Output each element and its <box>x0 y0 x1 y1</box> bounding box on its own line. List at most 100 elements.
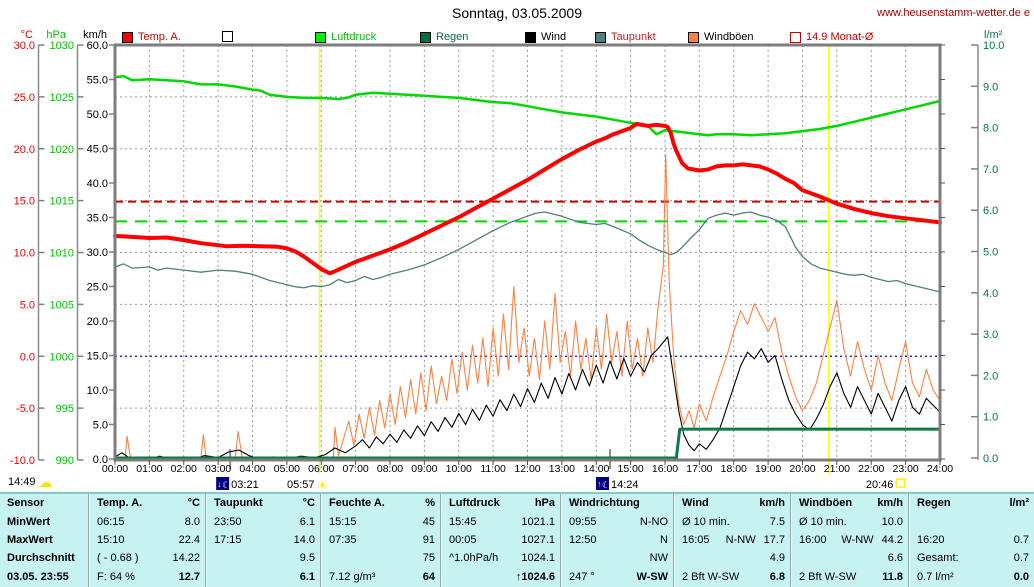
svg-text:↑: ↑ <box>597 479 602 489</box>
legend-label: Taupunkt <box>611 31 656 43</box>
table-cell: 15:15 45 <box>329 515 435 528</box>
row-header: 03.05. 23:55 <box>7 570 69 583</box>
x-axis-labels: 00:00 01:00 02:00 03:00 04:00 05:00 06:00 07:00… <box>102 460 953 475</box>
table-cell: 16:05 N-NW 17.7 <box>682 533 785 546</box>
svg-text:20:00: 20:00 <box>789 463 815 475</box>
legend-item-windb-en: Windböen <box>688 31 754 43</box>
svg-text:30.0: 30.0 <box>14 40 35 52</box>
page-title: Sonntag, 03.05.2009 <box>451 5 582 21</box>
table-cell: 75 <box>422 552 435 565</box>
svg-text:km/h: km/h <box>83 29 107 41</box>
svg-text:0.0: 0.0 <box>20 351 35 363</box>
sun-icon: ☀ <box>317 478 329 492</box>
table-col-regen: Regen l/m² 16:20 0.7 Gesamt: 0.7 0.7 l/m² 0.0 <box>908 494 1034 587</box>
legend-label: Luftdruck <box>331 31 377 43</box>
svg-text:09:00: 09:00 <box>411 463 437 475</box>
svg-text:995: 995 <box>56 403 74 415</box>
astro-markers: ↓ ☾ 03:21 05:57 ☀ ↑ ☾ 14:24 20:46 <box>216 477 906 492</box>
table-col-feuchte-a-: Feuchte A.% 15:15 45 07:35 91 75 7.12 g/m³ 64 <box>320 494 440 587</box>
table-cell: 2 Bft W-SW 6.8 <box>682 570 785 583</box>
legend-swatch <box>790 31 801 43</box>
svg-text:01:00: 01:00 <box>136 463 162 475</box>
table-cell: 7.12 g/m³ 64 <box>329 570 435 583</box>
table-cell: ( - 0.68 ) 14.22 <box>97 552 200 565</box>
row-header: MaxWert <box>7 533 53 546</box>
svg-text:☾: ☾ <box>602 480 610 490</box>
svg-text:21:00: 21:00 <box>824 463 850 475</box>
table-cell: 2 Bft W-SW 11.8 <box>799 570 903 583</box>
svg-text:08:00: 08:00 <box>377 463 403 475</box>
svg-text:22:00: 22:00 <box>858 463 884 475</box>
row-header: Durchschnitt <box>7 552 75 565</box>
axis-units: °C hPa km/h l/m² <box>21 29 1003 41</box>
site-link[interactable]: www.heusenstamm-wetter.de e <box>877 7 1030 19</box>
legend-item-14-9-monat-: 14.9 Monat-Ø <box>790 31 873 43</box>
table-cell: 09:55 N-NO <box>569 515 668 528</box>
table-cell: 15:10 22.4 <box>97 533 200 546</box>
stats-table: Sensor MinWert MaxWert Durchschnitt 03.05. 2… <box>0 492 1034 587</box>
svg-text:14:24: 14:24 <box>611 479 639 491</box>
svg-text:03:21: 03:21 <box>231 479 259 491</box>
table-col-windb-en: Windböen km/h Ø 10 min. 10.0 16:00 W-NW 44.2 6.… <box>790 494 908 587</box>
svg-text:02:00: 02:00 <box>171 463 197 475</box>
legend-item-regen: Regen <box>420 31 468 43</box>
svg-text:1000: 1000 <box>50 351 74 363</box>
table-cell: 06:15 8.0 <box>97 515 200 528</box>
col-header: Temp. A. °C <box>97 497 200 510</box>
table-col-luftdruck: Luftdruck hPa 15:45 1021.1 00:05 1027.1 ^1.0hP… <box>440 494 560 587</box>
svg-text:06:00: 06:00 <box>308 463 334 475</box>
legend-item-taupunkt: Taupunkt <box>595 31 656 43</box>
svg-text:00:00: 00:00 <box>102 463 128 475</box>
col-header: Regen l/m² <box>917 497 1029 510</box>
svg-text:☾: ☾ <box>222 480 230 490</box>
table-cell: 00:05 1027.1 <box>449 533 555 546</box>
svg-text:1005: 1005 <box>50 299 74 311</box>
table-cell: 4.9 <box>769 552 785 565</box>
table-cell: F: 64 % 12.7 <box>97 570 200 583</box>
table-cell: Ø 10 min. 7.5 <box>682 515 785 528</box>
table-cell <box>910 512 1034 530</box>
gridlines <box>115 45 940 460</box>
svg-text:0.0: 0.0 <box>983 453 998 465</box>
cloud-icon: ☁ <box>38 474 53 490</box>
svg-text:24:00: 24:00 <box>927 463 953 475</box>
legend-item-temp-a-: Temp. A. <box>122 31 181 43</box>
legend-swatch <box>122 31 133 43</box>
svg-text:10.0: 10.0 <box>14 248 35 260</box>
col-header: Luftdruck hPa <box>449 497 555 510</box>
legend-swatch <box>525 31 536 43</box>
svg-text:2.0: 2.0 <box>983 370 998 382</box>
svg-text:↓: ↓ <box>217 479 222 489</box>
svg-text:4.0: 4.0 <box>983 288 998 300</box>
svg-text:10:00: 10:00 <box>446 463 472 475</box>
table-cell: 6.1 <box>299 570 315 583</box>
svg-text:60.0: 60.0 <box>87 40 108 52</box>
svg-text:55.0: 55.0 <box>87 75 108 87</box>
moonrise-icon <box>596 477 609 490</box>
legend-swatch <box>420 31 431 43</box>
col-header: Windböen km/h <box>799 497 903 510</box>
svg-text:15.0: 15.0 <box>14 196 35 208</box>
legend-label: Temp. A. <box>138 31 181 43</box>
table-cell: ↑1024.6 <box>515 570 555 583</box>
table-cell: 07:35 91 <box>329 533 435 546</box>
svg-text:990: 990 <box>56 455 74 467</box>
svg-text:19:00: 19:00 <box>755 463 781 475</box>
screenshot-time: 14:49 ☁ <box>8 474 53 490</box>
series-regen <box>113 427 942 460</box>
table-cell: 23:50 6.1 <box>214 515 315 528</box>
svg-text:40.0: 40.0 <box>87 178 108 190</box>
table-col-windrichtung: Windrichtung 09:55 N-NO 12:50 N NW 247 ° W-SW <box>560 494 673 587</box>
svg-text:15.0: 15.0 <box>87 351 108 363</box>
col-header: Windrichtung <box>569 497 640 510</box>
legend-item-empty <box>222 31 238 42</box>
svg-text:9.0: 9.0 <box>983 81 998 93</box>
svg-text:1010: 1010 <box>50 248 74 260</box>
reference-lines <box>115 200 940 357</box>
table-cell: Ø 10 min. 10.0 <box>799 515 903 528</box>
svg-text:03:00: 03:00 <box>205 463 231 475</box>
svg-text:16:00: 16:00 <box>652 463 678 475</box>
svg-text:°C: °C <box>21 29 33 41</box>
svg-text:35.0: 35.0 <box>87 213 108 225</box>
